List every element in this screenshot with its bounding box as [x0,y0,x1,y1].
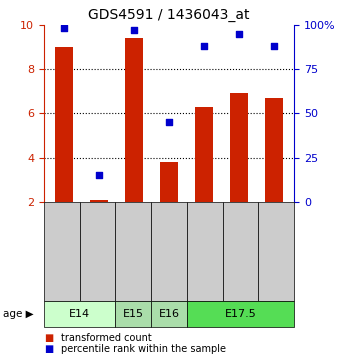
Point [166,119,172,125]
Point [131,27,137,33]
Text: ■: ■ [44,333,53,343]
Text: E17.5: E17.5 [224,309,256,319]
Text: transformed count: transformed count [61,333,151,343]
Point [201,43,207,49]
Point [96,172,102,178]
Point [236,31,242,36]
Text: percentile rank within the sample: percentile rank within the sample [61,344,226,354]
Text: ■: ■ [44,344,53,354]
Bar [55,47,73,202]
Point [271,43,276,49]
Text: age ▶: age ▶ [3,309,34,319]
Text: E15: E15 [123,309,144,319]
Bar [160,162,178,202]
Bar [195,107,213,202]
Bar [90,200,108,202]
Title: GDS4591 / 1436043_at: GDS4591 / 1436043_at [88,8,250,22]
Bar [265,98,283,202]
Text: E16: E16 [159,309,179,319]
Bar [125,38,143,202]
Bar [230,93,248,202]
Text: E14: E14 [69,309,90,319]
Point [62,25,67,31]
